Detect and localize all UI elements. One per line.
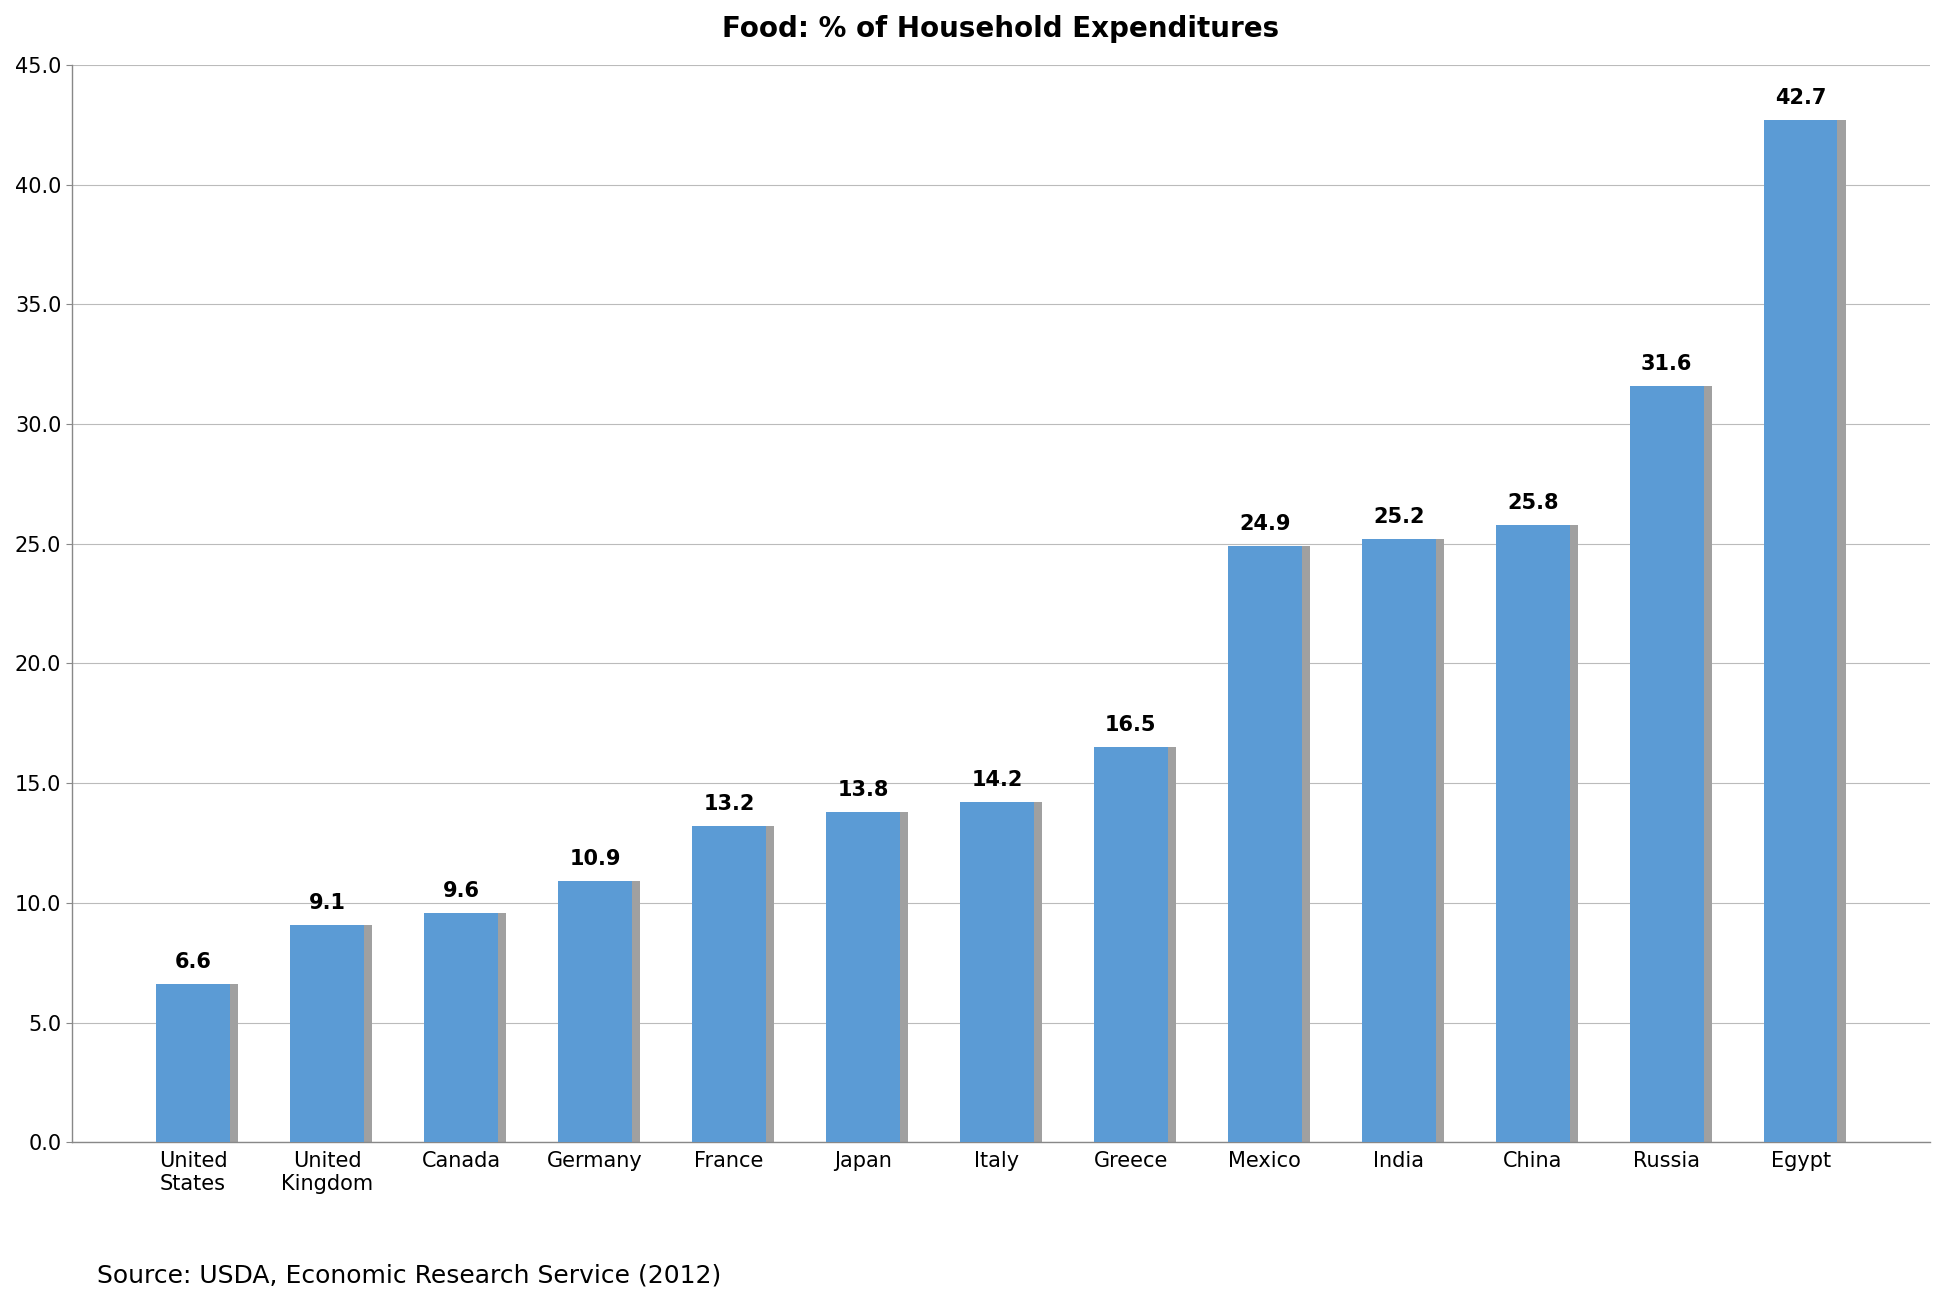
- Bar: [1235, 546, 1309, 1143]
- Bar: [1764, 120, 1838, 1143]
- Text: 24.9: 24.9: [1239, 515, 1291, 534]
- Bar: [1369, 540, 1443, 1143]
- Bar: [692, 827, 766, 1143]
- Title: Food: % of Household Expenditures: Food: % of Household Expenditures: [722, 16, 1280, 43]
- Bar: [1103, 747, 1175, 1143]
- Bar: [1227, 546, 1301, 1143]
- Bar: [1496, 525, 1570, 1143]
- Bar: [558, 881, 632, 1143]
- Text: 25.8: 25.8: [1507, 493, 1558, 512]
- Text: Source: USDA, Economic Research Service (2012): Source: USDA, Economic Research Service …: [97, 1264, 722, 1287]
- Text: 14.2: 14.2: [971, 771, 1023, 790]
- Bar: [298, 924, 371, 1143]
- Bar: [424, 913, 498, 1143]
- Bar: [432, 913, 506, 1143]
- Bar: [566, 881, 640, 1143]
- Bar: [834, 812, 908, 1143]
- Bar: [1772, 120, 1846, 1143]
- Text: 6.6: 6.6: [175, 953, 212, 972]
- Bar: [961, 802, 1033, 1143]
- Text: 42.7: 42.7: [1776, 88, 1826, 108]
- Text: 9.1: 9.1: [309, 893, 346, 913]
- Text: 10.9: 10.9: [570, 849, 620, 870]
- Bar: [1638, 386, 1712, 1143]
- Text: 13.2: 13.2: [704, 794, 755, 814]
- Text: 9.6: 9.6: [443, 880, 480, 901]
- Bar: [700, 827, 774, 1143]
- Text: 13.8: 13.8: [836, 780, 889, 800]
- Bar: [969, 802, 1043, 1143]
- Bar: [1630, 386, 1704, 1143]
- Bar: [1093, 747, 1167, 1143]
- Bar: [827, 812, 901, 1143]
- Text: 16.5: 16.5: [1105, 715, 1157, 736]
- Bar: [1503, 525, 1577, 1143]
- Bar: [163, 984, 237, 1143]
- Bar: [290, 924, 364, 1143]
- Text: 25.2: 25.2: [1373, 507, 1424, 526]
- Text: 31.6: 31.6: [1642, 354, 1692, 373]
- Bar: [1362, 540, 1435, 1143]
- Bar: [156, 984, 230, 1143]
